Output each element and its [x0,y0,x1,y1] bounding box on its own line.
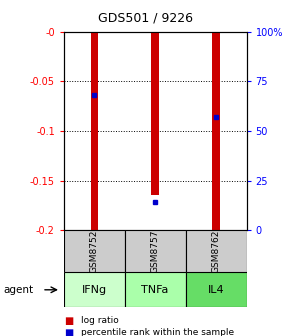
Text: GSM8762: GSM8762 [211,229,221,273]
Text: log ratio: log ratio [81,317,119,325]
Text: GSM8752: GSM8752 [90,229,99,273]
Bar [125,230,186,272]
Text: TNFa: TNFa [142,285,169,295]
Text: GDS501 / 9226: GDS501 / 9226 [97,12,193,25]
Bar [151,32,159,196]
Bar [186,272,246,307]
Text: ■: ■ [64,316,73,326]
Text: GSM8757: GSM8757 [151,229,160,273]
Bar [186,230,246,272]
Bar [64,272,125,307]
Text: IL4: IL4 [208,285,224,295]
Bar [125,272,186,307]
Text: percentile rank within the sample: percentile rank within the sample [81,328,234,336]
Text: IFNg: IFNg [82,285,107,295]
Text: agent: agent [3,285,33,295]
Bar [212,32,220,230]
Text: ■: ■ [64,328,73,336]
Bar [90,32,98,230]
Bar [64,230,125,272]
